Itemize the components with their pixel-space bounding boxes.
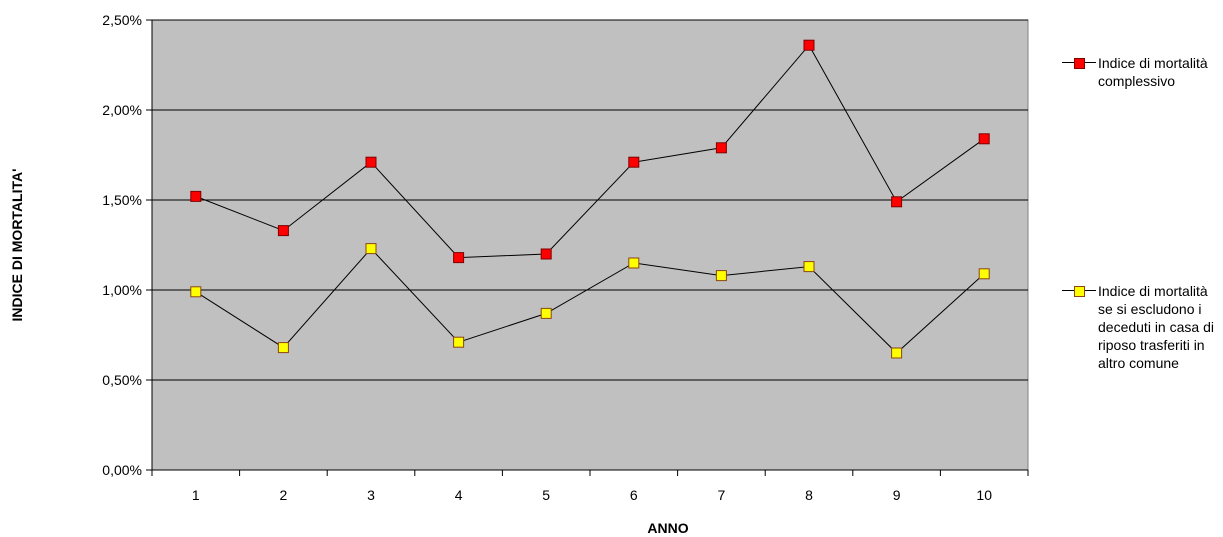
legend-item-series-2: Indice di mortalità se si escludono i de… [1062,282,1218,372]
data-point-series-1 [628,156,640,168]
x-tick-label: 8 [805,487,813,503]
legend-label-series-2: Indice di mortalità se si escludono i de… [1098,283,1214,371]
axes [146,19,1029,476]
data-point-series-2 [540,307,552,319]
data-point-series-1 [365,156,377,168]
x-tick-label: 1 [192,487,200,503]
data-point-series-1 [277,225,289,237]
data-point-series-2 [277,342,289,354]
legend-item-series-1: Indice di mortalità complessivo [1062,54,1218,90]
x-tick-label: 2 [280,487,288,503]
data-point-series-2 [365,243,377,255]
x-tick-label: 3 [367,487,375,503]
series-line-2 [195,247,985,354]
legend-label-series-1: Indice di mortalità complessivo [1098,55,1208,89]
data-point-series-1 [891,196,903,208]
data-point-series-1 [978,133,990,145]
data-point-series-2 [453,336,465,348]
legend-marker-series-1 [1062,54,1096,72]
data-point-series-2 [715,270,727,282]
series-lines [195,44,985,354]
y-tick-label: 1,00% [102,282,142,298]
data-point-series-2 [978,268,990,280]
x-tick-label: 6 [630,487,638,503]
x-tick-label: 7 [718,487,726,503]
data-point-series-1 [453,252,465,264]
x-tick-label: 10 [976,487,992,503]
y-tick-label: 2,00% [102,102,142,118]
y-tick-label: 0,00% [102,462,142,478]
x-tick-label: 9 [893,487,901,503]
y-tick-label: 1,50% [102,192,142,208]
data-point-series-2 [628,257,640,269]
y-axis-title: INDICE DI MORTALITA' [9,169,25,322]
y-tick-label: 0,50% [102,372,142,388]
x-tick-label: 5 [542,487,550,503]
series-markers [190,39,990,359]
data-point-series-2 [803,261,815,273]
data-point-series-2 [190,286,202,298]
y-tick-label: 2,50% [102,12,142,28]
series-line-1 [195,44,985,259]
plot-area [151,19,1029,471]
data-point-series-1 [715,142,727,154]
x-tick-labels: 1 2 3 4 5 6 7 8 9 10 [192,487,992,503]
x-axis-title: ANNO [647,520,688,536]
legend-marker-series-2 [1062,282,1096,300]
gridlines [152,19,1028,381]
data-point-series-1 [803,39,815,51]
data-point-series-2 [891,347,903,359]
data-point-series-1 [540,248,552,260]
data-point-series-1 [190,190,202,202]
x-tick-label: 4 [455,487,463,503]
y-tick-labels: 0,00% 0,50% 1,00% 1,50% 2,00% 2,50% [102,12,142,478]
